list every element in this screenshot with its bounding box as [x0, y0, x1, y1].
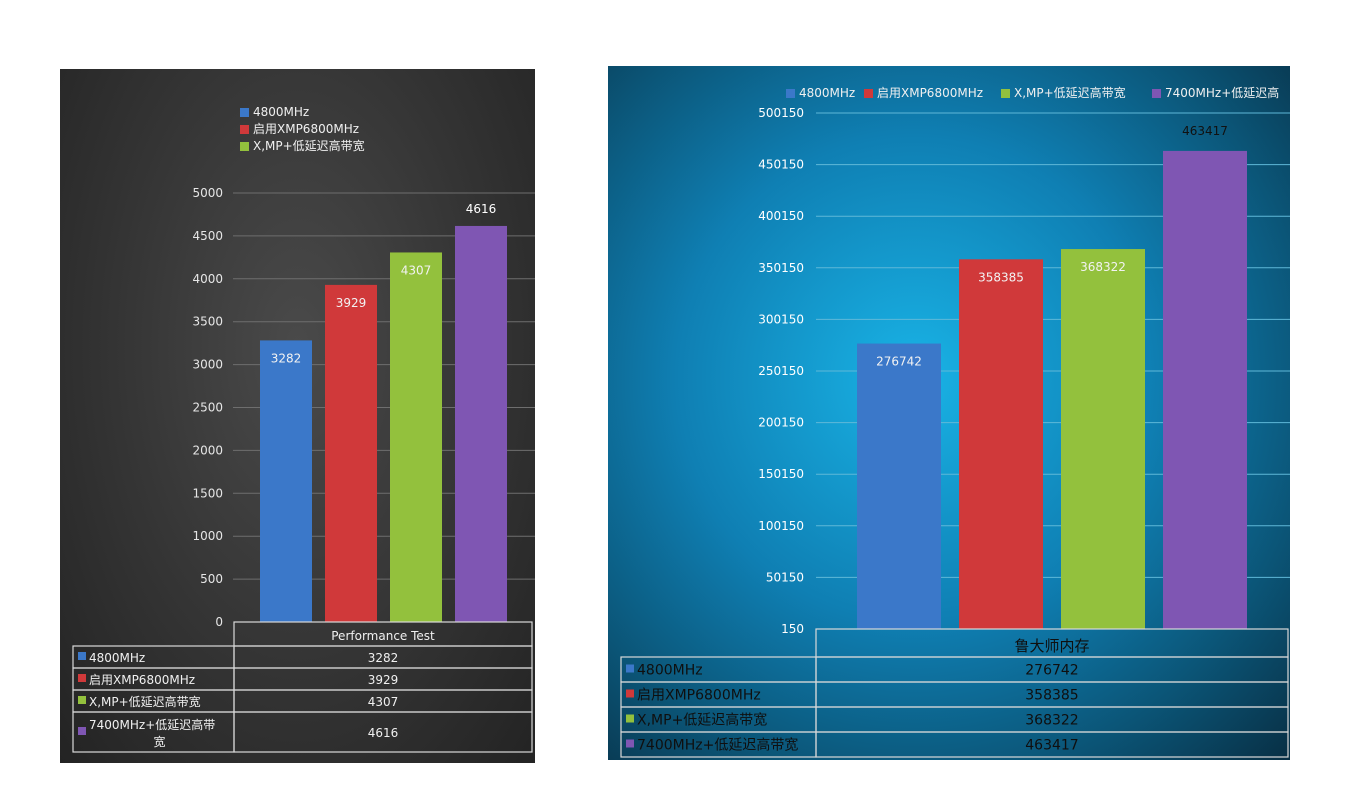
y-tick-label: 450150	[758, 158, 804, 172]
y-tick-label: 4000	[192, 272, 223, 286]
table-row-label: X,MP+低延迟高带宽	[89, 694, 201, 709]
table-row-value: 463417	[1025, 738, 1078, 754]
table-row-value: 358385	[1025, 688, 1078, 704]
legend-swatch	[1152, 89, 1161, 98]
chart-right: 150 50150 100150 150150 200150 250150 300150 35…	[620, 85, 1290, 758]
table-row-label: X,MP+低延迟高带宽	[637, 712, 767, 729]
y-tick-label: 100150	[758, 519, 804, 533]
table-value-cell	[233, 711, 533, 753]
legend-swatch	[240, 125, 249, 134]
legend-label: 启用XMP6800MHz	[253, 122, 359, 136]
legend-swatch	[1001, 89, 1010, 98]
y-tick-label: 1500	[192, 486, 223, 500]
y-tick-label: 300150	[758, 312, 804, 326]
legend-swatch	[864, 89, 873, 98]
y-tick-label: 0	[215, 615, 223, 629]
y-tick-label: 150150	[758, 467, 804, 481]
data-label: 3929	[336, 296, 367, 310]
data-label: 4307	[401, 263, 432, 277]
y-tick-label: 2500	[192, 401, 223, 415]
table-row-label: 启用XMP6800MHz	[637, 688, 761, 704]
table-row-label: 宽	[153, 734, 165, 749]
legend-label: X,MP+低延迟高带宽	[1014, 85, 1126, 100]
bar	[1061, 249, 1145, 629]
table-legend-swatch	[626, 714, 634, 723]
table-row-label: 4800MHz	[89, 651, 145, 665]
table-legend-swatch	[626, 739, 634, 748]
legend-swatch	[786, 89, 795, 98]
data-label: 3282	[271, 351, 302, 365]
bar	[455, 225, 507, 622]
y-tick-label: 400150	[758, 209, 804, 223]
bar	[857, 343, 941, 629]
table-legend-swatch	[626, 689, 634, 698]
y-tick-label: 200150	[758, 416, 804, 430]
data-label: 4616	[466, 202, 497, 216]
table-row-value: 276742	[1025, 663, 1078, 679]
y-tick-label: 5000	[192, 186, 223, 200]
legend-swatch	[240, 142, 249, 151]
table-header: Performance Test	[331, 629, 435, 643]
data-label: 276742	[876, 355, 922, 369]
table-legend-swatch	[78, 652, 86, 660]
table-row-value: 3282	[368, 651, 399, 665]
table-legend-swatch	[78, 674, 86, 682]
bar	[1163, 150, 1247, 629]
data-label: 358385	[978, 270, 1024, 284]
chart-panel-right: 150 50150 100150 150150 200150 250150 300150 35…	[608, 66, 1290, 760]
table-legend-swatch	[78, 696, 86, 704]
table-row-label: 7400MHz+低延迟高带宽	[637, 737, 798, 754]
y-tick-label: 3000	[192, 358, 223, 372]
bar	[260, 340, 312, 622]
table-row-value: 3929	[368, 673, 399, 687]
table-row-value: 4616	[368, 726, 399, 740]
legend-swatch	[240, 108, 249, 117]
legend-label: 4800MHz	[799, 86, 855, 100]
bar	[325, 284, 377, 622]
y-tick-label: 50150	[766, 570, 804, 584]
chart-panel-left: 0 500 1000 1500 2000 2500 3000 3500 4000 4500 5000…	[60, 69, 535, 763]
legend-label: X,MP+低延迟高带宽	[253, 138, 365, 153]
y-tick-label: 1000	[192, 529, 223, 543]
y-tick-label: 4500	[192, 229, 223, 243]
y-tick-label: 500150	[758, 106, 804, 120]
table-value-cell	[815, 731, 1289, 758]
legend-label: 4800MHz	[253, 105, 309, 119]
table-row-label: 4800MHz	[637, 663, 703, 679]
bar	[390, 252, 442, 622]
y-tick-label: 3500	[192, 315, 223, 329]
y-tick-label: 150	[781, 622, 804, 636]
y-tick-label: 250150	[758, 364, 804, 378]
table-row-value: 4307	[368, 695, 399, 709]
chart-left: 0 500 1000 1500 2000 2500 3000 3500 4000 4500 5000…	[72, 105, 535, 753]
bar	[959, 259, 1043, 629]
table-legend-swatch	[78, 727, 86, 735]
data-label: 463417	[1182, 124, 1228, 138]
table-legend-swatch	[626, 664, 634, 673]
table-row-value: 368322	[1025, 713, 1078, 729]
legend-label: 启用XMP6800MHz	[877, 86, 983, 100]
table-row-label: 启用XMP6800MHz	[89, 673, 195, 687]
data-label: 368322	[1080, 260, 1126, 274]
y-tick-label: 500	[200, 572, 223, 586]
y-tick-label: 350150	[758, 261, 804, 275]
legend-label: 7400MHz+低延迟高	[1165, 85, 1279, 100]
table-row-label: 7400MHz+低延迟高带	[89, 717, 215, 732]
y-tick-label: 2000	[192, 443, 223, 457]
table-header: 鲁大师内存	[1014, 637, 1089, 655]
